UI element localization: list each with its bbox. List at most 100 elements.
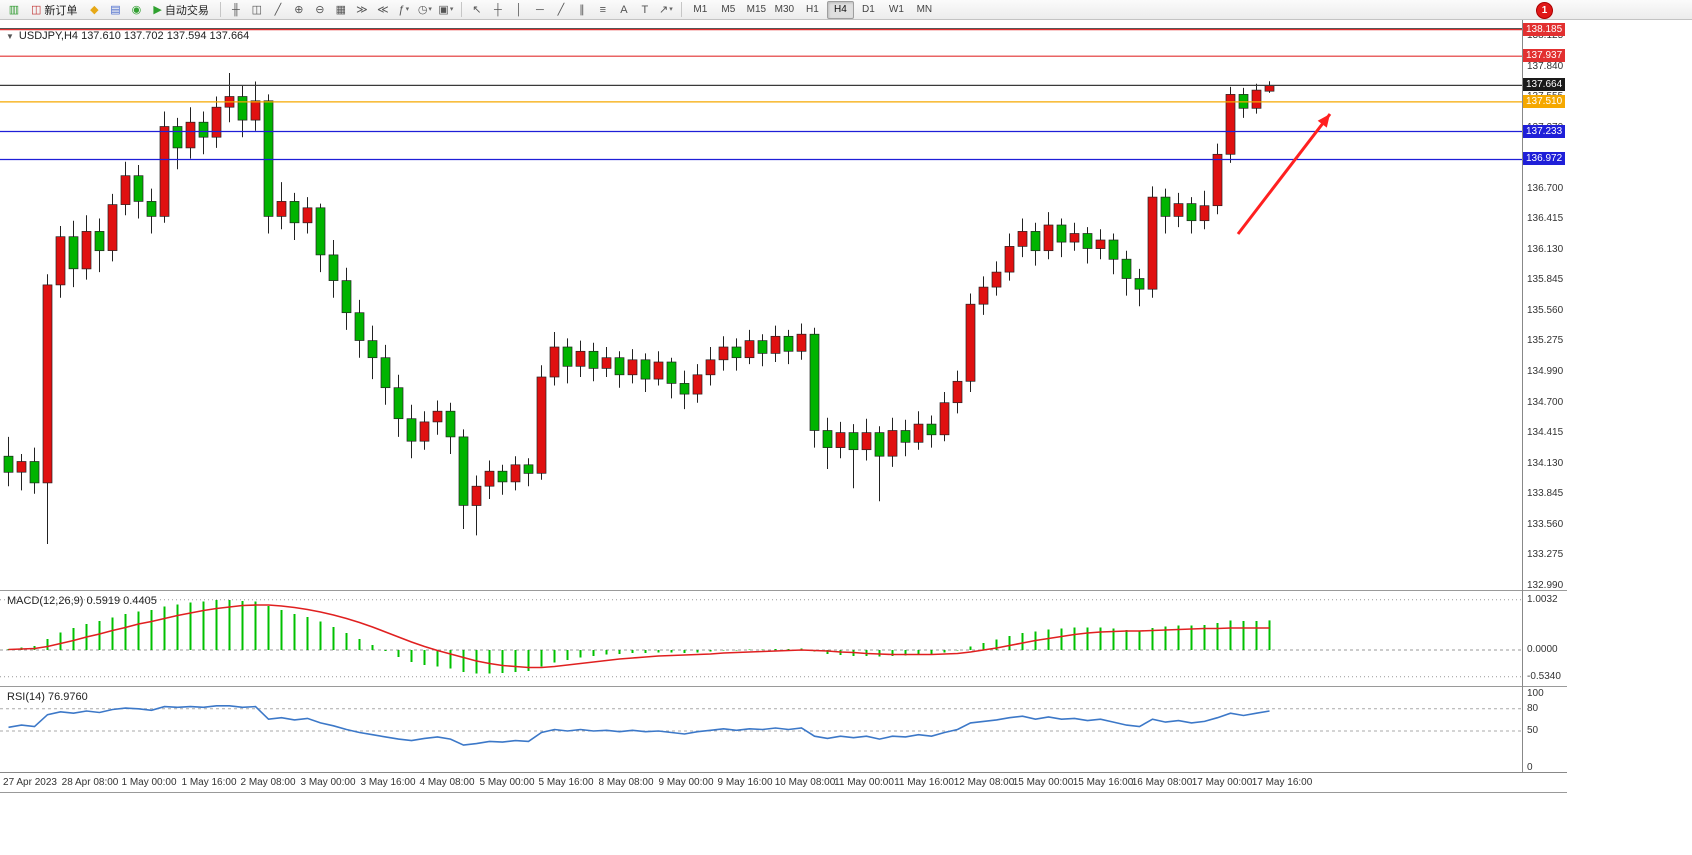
metaeditor-icon[interactable]: ◆ xyxy=(90,3,99,16)
candle-body xyxy=(315,207,326,256)
chart-shift-icon[interactable]: ≪ xyxy=(377,3,389,16)
candlestick-chart-icon[interactable]: ◫ xyxy=(251,3,263,16)
time-axis-label: 1 May 00:00 xyxy=(121,777,177,788)
candle-body xyxy=(926,423,937,436)
time-axis-label: 5 May 00:00 xyxy=(479,777,535,788)
candle-body xyxy=(1199,205,1210,222)
tf-button-M1[interactable]: M1 xyxy=(693,4,708,15)
collapse-icon[interactable]: ▼ xyxy=(6,31,14,41)
candle-body xyxy=(1264,85,1275,92)
cursor-icon[interactable]: ↖ xyxy=(472,3,482,16)
candle-body xyxy=(1134,278,1145,290)
candle-body xyxy=(237,96,248,121)
vertical-line-icon[interactable]: │ xyxy=(515,3,523,16)
tile-windows-icon[interactable]: ▦ xyxy=(335,3,347,16)
autotrading-icon: ▶ xyxy=(153,4,162,16)
symbol-ohlc-text: USDJPY,H4 137.610 137.702 137.594 137.66… xyxy=(18,30,250,42)
text-label-icon[interactable]: T xyxy=(641,3,649,16)
candle-body xyxy=(1147,196,1158,290)
price-axis-label: 134.700 xyxy=(1527,397,1564,408)
bar-chart-icon[interactable]: ╫ xyxy=(231,3,240,16)
trend-arrow-head[interactable] xyxy=(1317,114,1330,128)
notification-badge[interactable]: 1 xyxy=(1536,2,1553,19)
price-badge-138.185: 138.185 xyxy=(1523,23,1566,36)
candle-body xyxy=(770,335,781,354)
candle-body xyxy=(562,346,573,367)
candle-body xyxy=(276,201,287,217)
price-axis-label: 135.560 xyxy=(1527,305,1564,316)
trendline-icon[interactable]: ╱ xyxy=(557,3,565,16)
candle-body xyxy=(1225,94,1236,155)
macd-axis-label: 0.0000 xyxy=(1527,644,1558,655)
chevron-down-icon: ▾ xyxy=(669,5,673,13)
chart-window: ▼ USDJPY,H4 137.610 137.702 137.594 137.… xyxy=(0,20,1567,793)
tf-button-M15[interactable]: M15 xyxy=(746,4,767,15)
candle-body xyxy=(809,333,820,431)
channel-icon[interactable]: ∥ xyxy=(579,3,585,16)
new-order-icon: ◫ xyxy=(31,4,42,16)
time-axis-label: 9 May 16:00 xyxy=(717,777,773,788)
line-chart-icon[interactable]: ╱ xyxy=(274,3,282,16)
candle-body xyxy=(29,461,40,484)
panel-separator[interactable] xyxy=(0,590,1567,591)
candle-body xyxy=(978,286,989,305)
candle-body xyxy=(653,361,664,380)
tf-button-W1[interactable]: W1 xyxy=(888,4,904,15)
candle-body xyxy=(159,126,170,217)
tf-button-H4[interactable]: H4 xyxy=(826,0,854,19)
fibonacci-icon[interactable]: ≡ xyxy=(599,3,607,16)
tf-button-MN[interactable]: MN xyxy=(916,4,933,15)
candle-body xyxy=(419,421,430,442)
candle-body xyxy=(718,346,729,361)
price-axis-label: 134.130 xyxy=(1527,458,1564,469)
time-axis-label: 15 May 16:00 xyxy=(1072,777,1134,788)
horizontal-line-icon[interactable]: ─ xyxy=(535,3,544,16)
indicators-icon[interactable]: ƒ ▾ xyxy=(398,3,410,16)
community-icon[interactable]: ◉ xyxy=(131,3,142,16)
candle-body xyxy=(432,410,443,423)
zoom-out-icon[interactable]: ⊖ xyxy=(315,3,325,16)
macd-axis-label: 1.0032 xyxy=(1527,594,1558,605)
tf-button-M30[interactable]: M30 xyxy=(774,4,795,15)
new-order-button[interactable]: ◫ 新订单 xyxy=(25,0,83,19)
candle-body xyxy=(341,280,352,314)
candle-body xyxy=(913,423,924,443)
auto-scroll-icon[interactable]: ≫ xyxy=(356,3,368,16)
text-icon[interactable]: A xyxy=(620,3,628,16)
trend-arrow-line[interactable] xyxy=(1236,113,1332,235)
candle-body xyxy=(783,335,794,352)
price-axis-label: 134.415 xyxy=(1527,427,1564,438)
data-window-icon[interactable]: ▤ xyxy=(110,3,121,16)
templates-icon[interactable]: ▣ ▾ xyxy=(438,3,454,16)
tf-button-M5[interactable]: M5 xyxy=(721,4,736,15)
candle-body xyxy=(731,346,742,359)
candle-body xyxy=(380,357,391,389)
time-axis-label: 8 May 08:00 xyxy=(598,777,654,788)
tf-button-H1[interactable]: H1 xyxy=(805,4,819,15)
panel-separator[interactable] xyxy=(0,686,1567,687)
price-axis-label: 136.700 xyxy=(1527,183,1564,194)
candle-body xyxy=(1121,258,1132,279)
crosshair-icon[interactable]: ┼ xyxy=(493,3,502,16)
candle-body xyxy=(354,312,365,341)
candle-body xyxy=(263,100,274,217)
candle-body xyxy=(965,303,976,382)
candle-body xyxy=(250,100,261,121)
candle-body xyxy=(1212,153,1223,207)
time-axis-label: 28 Apr 08:00 xyxy=(61,777,119,788)
time-axis-label: 16 May 08:00 xyxy=(1131,777,1193,788)
candle-body xyxy=(81,231,92,270)
tf-button-D1[interactable]: D1 xyxy=(861,4,875,15)
time-axis-label: 2 May 08:00 xyxy=(240,777,296,788)
periods-icon[interactable]: ◷ ▾ xyxy=(417,3,432,16)
time-axis-label: 11 May 16:00 xyxy=(894,777,954,788)
toolbar-separator xyxy=(219,2,221,17)
price-badge-137.937: 137.937 xyxy=(1523,49,1566,62)
candle-body xyxy=(549,346,560,378)
zoom-in-icon[interactable]: ⊕ xyxy=(294,3,304,16)
new-chart-icon[interactable]: ▥ xyxy=(8,3,20,16)
arrows-icon[interactable]: ↗ ▾ xyxy=(659,3,673,16)
time-axis: 27 Apr 2023 28 Apr 08:00 1 May 00:00 1 May … xyxy=(0,772,1567,794)
price-axis-label: 132.990 xyxy=(1527,580,1564,591)
autotrading-button[interactable]: ▶ 自动交易 xyxy=(147,0,214,19)
